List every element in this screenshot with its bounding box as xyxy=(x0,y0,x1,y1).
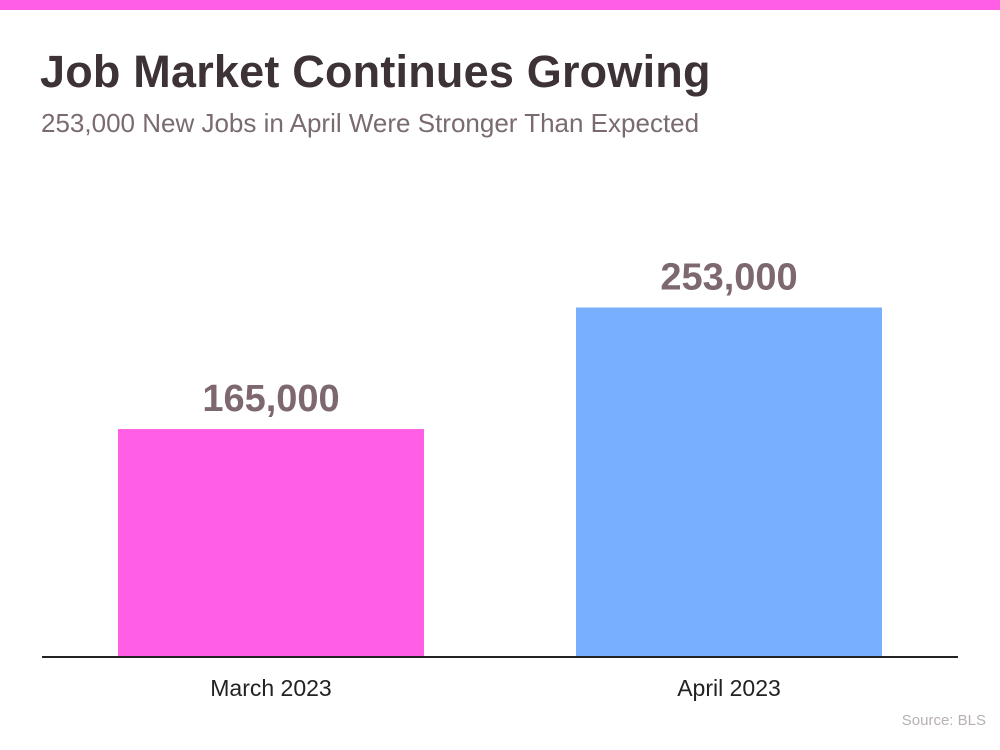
chart-subtitle: 253,000 New Jobs in April Were Stronger … xyxy=(41,108,700,138)
bar-1 xyxy=(118,429,424,657)
top-accent-bar xyxy=(0,0,1000,10)
bar-2 xyxy=(576,307,882,657)
data-label-2: 253,000 xyxy=(660,257,797,299)
x-tick-label-1: March 2023 xyxy=(210,675,331,701)
x-tick-label-2: April 2023 xyxy=(677,675,781,701)
chart-title: Job Market Continues Growing xyxy=(40,46,711,97)
source-note: Source: BLS xyxy=(901,712,986,729)
data-label-1: 165,000 xyxy=(202,378,339,420)
